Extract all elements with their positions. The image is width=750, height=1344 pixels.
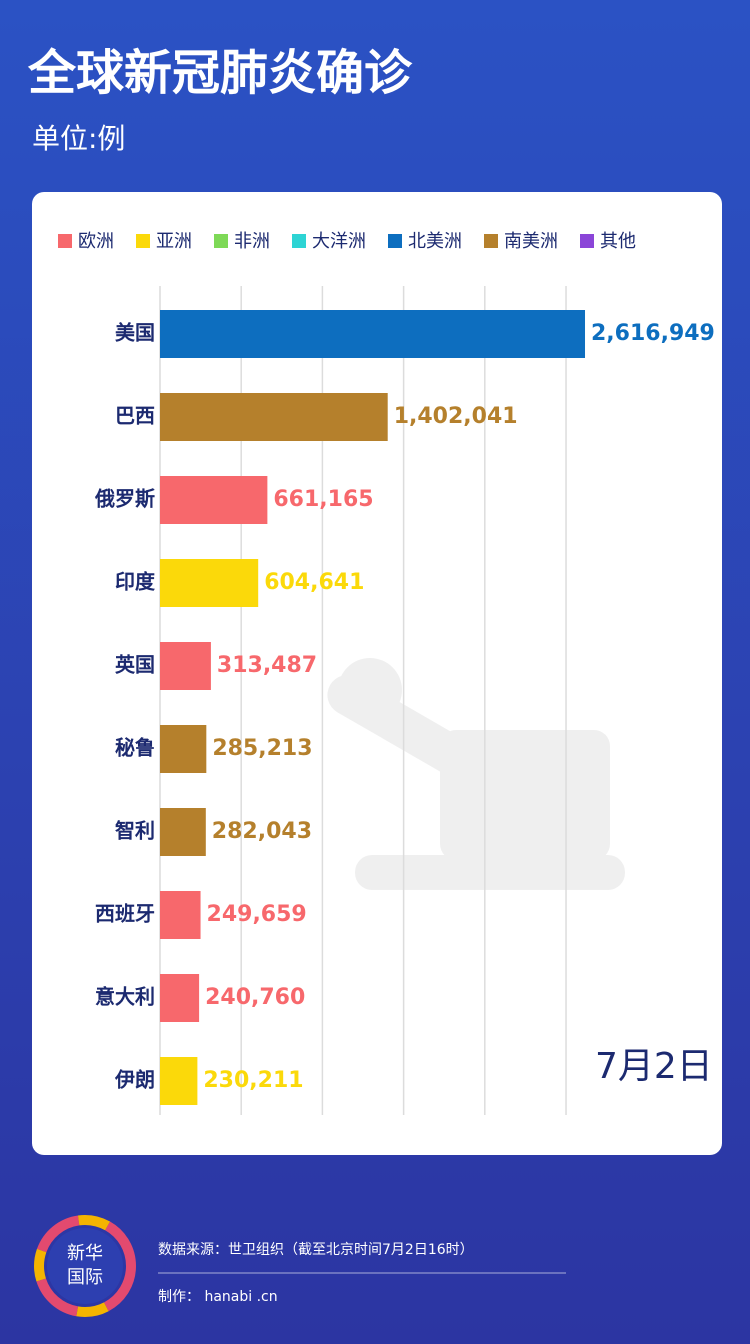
category-label: 西班牙 — [95, 902, 155, 926]
value-label: 249,659 — [207, 902, 307, 927]
value-label: 230,211 — [203, 1068, 303, 1093]
legend-label: 欧洲 — [78, 231, 114, 252]
bar — [160, 974, 200, 1022]
legend-swatch — [292, 234, 306, 248]
legend-label: 非洲 — [234, 231, 270, 252]
value-label: 240,760 — [205, 985, 305, 1010]
value-label: 2,616,949 — [591, 321, 715, 346]
category-label: 智利 — [115, 819, 155, 843]
bar — [160, 642, 211, 690]
legend-label: 亚洲 — [156, 231, 192, 252]
bar — [160, 808, 206, 856]
legend-swatch — [580, 234, 594, 248]
category-label: 意大利 — [95, 985, 155, 1009]
category-label: 美国 — [115, 321, 155, 345]
logo-core — [47, 1228, 123, 1304]
watermark — [327, 658, 625, 890]
logo: 新华 国际 — [34, 1215, 136, 1317]
value-label: 1,402,041 — [394, 404, 518, 429]
subtitle: 单位:例 — [32, 122, 125, 155]
legend-swatch — [484, 234, 498, 248]
source: 数据来源：世卫组织（截至北京时间7月2日16时） — [158, 1242, 474, 1258]
bar — [160, 725, 207, 773]
category-label: 英国 — [115, 653, 155, 677]
legend-swatch — [136, 234, 150, 248]
legend-swatch — [214, 234, 228, 248]
value-label: 285,213 — [212, 736, 312, 761]
legend-swatch — [58, 234, 72, 248]
legend-label: 南美洲 — [504, 231, 558, 252]
logo-text: 国际 — [67, 1267, 103, 1288]
value-label: 313,487 — [217, 653, 317, 678]
title: 全球新冠肺炎确诊 — [27, 45, 413, 101]
bar — [160, 1057, 198, 1105]
logo-ring — [34, 1215, 136, 1317]
legend-swatch — [388, 234, 402, 248]
value-label: 661,165 — [273, 487, 373, 512]
category-label: 俄罗斯 — [94, 487, 155, 511]
bar — [160, 310, 586, 358]
bar — [160, 891, 201, 939]
value-label: 282,043 — [212, 819, 312, 844]
credit: 制作： hanabi .cn — [158, 1289, 278, 1305]
bar — [160, 393, 388, 441]
legend-label: 北美洲 — [408, 231, 462, 252]
category-label: 伊朗 — [114, 1068, 155, 1092]
legend-label: 其他 — [600, 231, 636, 252]
category-label: 印度 — [115, 570, 156, 594]
category-label: 巴西 — [115, 404, 155, 428]
logo-text: 新华 — [67, 1243, 103, 1264]
bar — [160, 476, 268, 524]
logo-ring — [34, 1215, 136, 1317]
category-label: 秘鲁 — [115, 736, 155, 760]
bar — [160, 559, 259, 607]
legend-label: 大洋洲 — [312, 231, 366, 252]
date-annotation: 7月2日 — [595, 1046, 713, 1087]
value-label: 604,641 — [264, 570, 364, 595]
